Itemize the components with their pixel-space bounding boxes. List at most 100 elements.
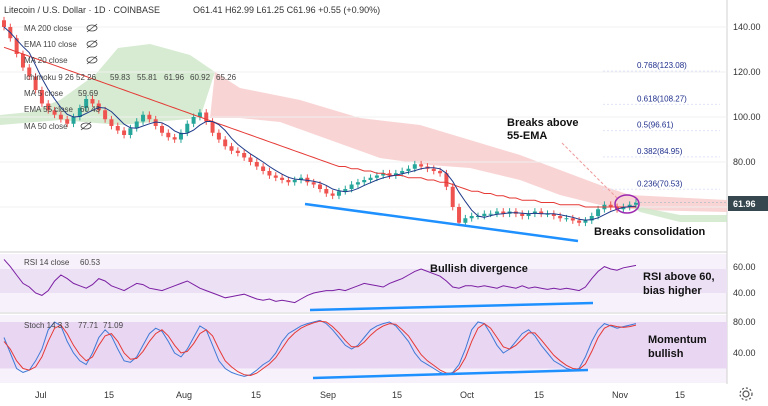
time-tick: Jul bbox=[35, 390, 47, 400]
candle-body bbox=[254, 162, 259, 167]
candle-body bbox=[463, 218, 468, 223]
candle-body bbox=[532, 211, 537, 214]
legend-rsi-value: 60.53 bbox=[80, 258, 101, 267]
legend-ma50: MA 50 close bbox=[24, 122, 68, 131]
time-tick: 15 bbox=[104, 390, 114, 400]
legend-ema110: EMA 110 close bbox=[24, 40, 77, 49]
candle-body bbox=[299, 177, 304, 180]
candle-body bbox=[128, 128, 133, 135]
candle-body bbox=[362, 180, 367, 183]
candles bbox=[2, 16, 638, 227]
annotation-rsi-1: RSI above 60, bbox=[643, 271, 715, 283]
highlight-circle bbox=[614, 194, 640, 214]
price-tick: 80.00 bbox=[733, 157, 756, 167]
candle-body bbox=[286, 180, 291, 183]
ichimoku-val-4: 60.92 bbox=[190, 73, 211, 82]
time-tick: Nov bbox=[612, 390, 629, 400]
annotation-breaks-consolidation: Breaks consolidation bbox=[594, 226, 706, 238]
fib-levels: 0.768(123.08) 0.618(108.27) 0.5(96.61) 0.38… bbox=[603, 61, 720, 190]
price-trendline bbox=[304, 202, 579, 243]
candle-body bbox=[191, 117, 196, 124]
candle-body bbox=[2, 20, 6, 27]
cloud-red bbox=[210, 72, 727, 212]
candle-body bbox=[103, 110, 108, 120]
candle-body bbox=[336, 191, 341, 196]
candle-body bbox=[596, 209, 601, 216]
candle-body bbox=[450, 186, 455, 207]
eye-off-icon[interactable] bbox=[80, 121, 92, 131]
candle-body bbox=[27, 67, 32, 77]
candle-body bbox=[412, 164, 417, 169]
candle-body bbox=[406, 168, 411, 171]
candle-body bbox=[520, 213, 525, 216]
candle-body bbox=[381, 173, 386, 176]
candle-body bbox=[570, 218, 575, 221]
annotation-breaks-ema-1: Breaks above bbox=[507, 117, 579, 129]
legend-ma20: MA 20 close bbox=[24, 56, 68, 65]
rsi-trendline bbox=[309, 301, 594, 312]
candle-body bbox=[84, 99, 89, 108]
settings-gear-icon[interactable] bbox=[739, 387, 753, 401]
stoch-d-line bbox=[3, 320, 637, 377]
fib-label: 0.236(70.53) bbox=[637, 179, 683, 188]
time-tick: 15 bbox=[534, 390, 544, 400]
price-tick: 120.00 bbox=[733, 67, 761, 77]
stoch-lines bbox=[0, 319, 727, 377]
candle-body bbox=[324, 189, 329, 194]
ichimoku-val-3: 61.96 bbox=[164, 73, 185, 82]
rsi-tick: 40.00 bbox=[733, 288, 756, 298]
candle-body bbox=[280, 177, 285, 180]
rsi-lines bbox=[0, 259, 727, 304]
annotation-breaks-ema-2: 55-EMA bbox=[507, 130, 547, 142]
fib-label: 0.382(84.95) bbox=[637, 147, 683, 156]
time-tick: Oct bbox=[460, 390, 475, 400]
candle-body bbox=[374, 175, 379, 178]
eye-off-icon[interactable] bbox=[86, 39, 98, 49]
ema55-line bbox=[3, 46, 636, 208]
stoch-tick: 40.00 bbox=[733, 348, 756, 358]
candle-body bbox=[20, 54, 25, 68]
candle-body bbox=[141, 114, 146, 122]
candle-body bbox=[608, 204, 613, 207]
ohlc-readout: O61.41 H62.99 L61.25 C61.96 +0.55 (+0.90… bbox=[193, 5, 380, 15]
candle-body bbox=[229, 146, 234, 151]
eye-off-icon[interactable] bbox=[86, 23, 98, 33]
fib-label: 0.618(108.27) bbox=[637, 94, 687, 103]
price-label-bg bbox=[728, 196, 768, 211]
current-price-label: 61.96 bbox=[733, 199, 756, 209]
ichimoku-val-5: 65.26 bbox=[216, 73, 237, 82]
candle-body bbox=[400, 171, 405, 174]
price-tick: 100.00 bbox=[733, 112, 761, 122]
candle-body bbox=[387, 173, 392, 176]
candle-body bbox=[444, 173, 449, 187]
rsi-band bbox=[0, 269, 727, 293]
legend-ichimoku: Ichimoku 9 26 52 26 bbox=[24, 73, 97, 82]
candle-body bbox=[273, 175, 278, 178]
eye-off-icon[interactable] bbox=[86, 55, 98, 65]
annotation-momentum-2: bullish bbox=[648, 348, 684, 360]
time-tick: Sep bbox=[320, 390, 336, 400]
price-tick: 140.00 bbox=[733, 22, 761, 32]
candle-body bbox=[431, 168, 436, 171]
candle-body bbox=[197, 112, 202, 117]
candle-body bbox=[627, 204, 632, 207]
candle-body bbox=[469, 216, 474, 219]
candle-body bbox=[501, 211, 506, 214]
candle-body bbox=[71, 117, 76, 124]
rsi-line bbox=[3, 259, 637, 304]
annotation-momentum-1: Momentum bbox=[648, 334, 707, 346]
candle-body bbox=[122, 130, 127, 135]
legend-ma200: MA 200 close bbox=[24, 24, 73, 33]
legend-stoch-d: 71.09 bbox=[103, 321, 124, 330]
candle-body bbox=[457, 207, 462, 223]
candle-body bbox=[343, 189, 348, 192]
legend-stoch: Stoch 14 3 3 bbox=[24, 321, 69, 330]
legend-ma5: MA 5 close bbox=[24, 89, 64, 98]
ichimoku-val-1: 59.83 bbox=[110, 73, 131, 82]
candle-body bbox=[589, 216, 594, 221]
candle-body bbox=[39, 90, 44, 104]
candle-body bbox=[330, 193, 335, 196]
candle-body bbox=[526, 213, 531, 216]
legend-ema55-value: 60.43 bbox=[80, 105, 101, 114]
indicator-legend: MA 200 close EMA 110 close MA 20 close I… bbox=[24, 23, 237, 131]
